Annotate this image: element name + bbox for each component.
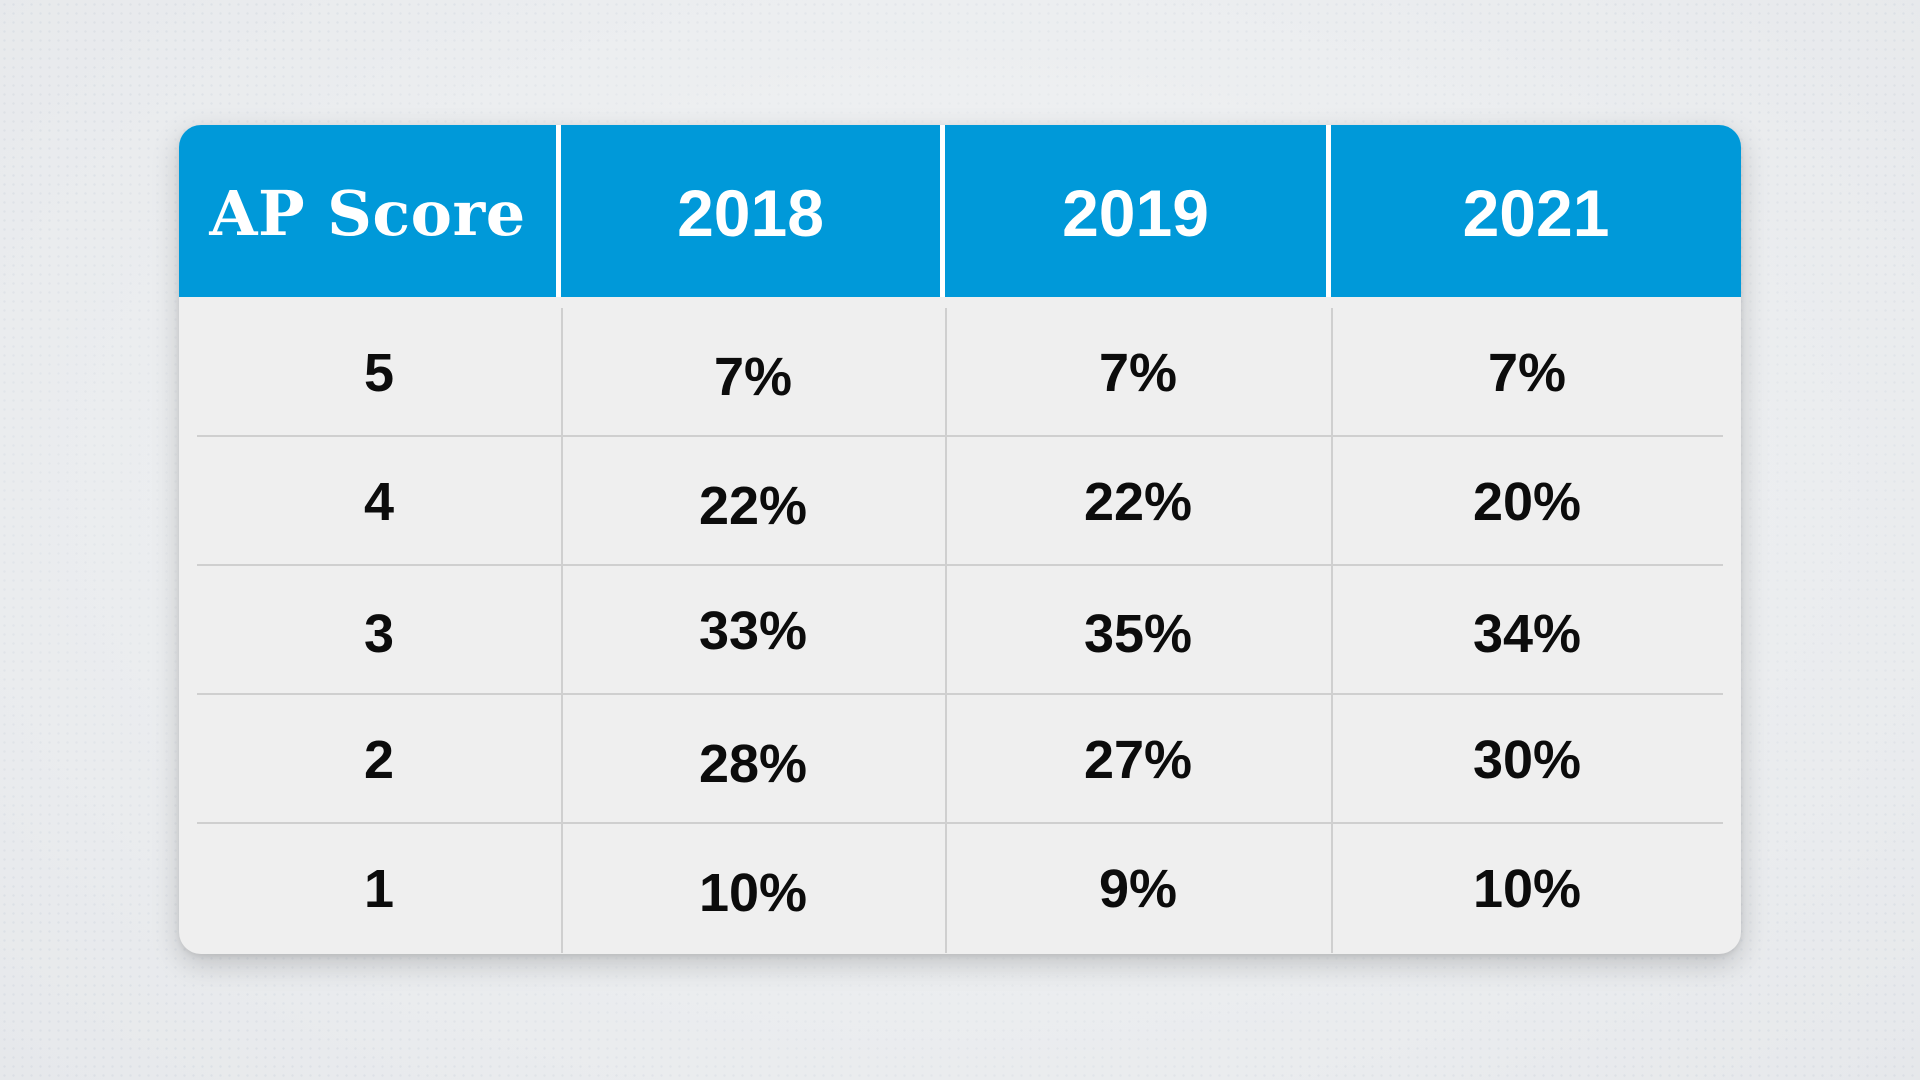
header-2021: 2021: [1331, 125, 1741, 297]
score-cell: 1: [363, 858, 395, 919]
table-row: 1 10% 9% 10%: [197, 824, 1723, 953]
value-cell: 28%: [561, 695, 945, 824]
header-label: AP Score: [209, 176, 526, 250]
table-row: 3 33% 35% 34%: [197, 566, 1723, 695]
table-body: 5 7% 7% 7% 4 22% 22% 20% 3 33% 35% 34% 2…: [197, 308, 1723, 953]
table-row: 4 22% 22% 20%: [197, 437, 1723, 566]
header-label: 2021: [1462, 176, 1610, 250]
score-cell: 3: [363, 603, 395, 664]
value-cell: 10%: [1331, 824, 1723, 953]
value-cell: 20%: [1331, 437, 1723, 566]
header-label: 2018: [677, 176, 824, 250]
score-cell: 2: [363, 729, 395, 790]
header-2019: 2019: [945, 125, 1331, 297]
value-cell: 7%: [1331, 308, 1723, 437]
value-cell: 33%: [561, 566, 945, 695]
table-header: AP Score 2018 2019 2021: [179, 125, 1741, 297]
value-cell: 27%: [945, 695, 1331, 824]
table-row: 2 28% 27% 30%: [197, 695, 1723, 824]
value-cell: 22%: [561, 437, 945, 566]
score-cell: 5: [363, 342, 395, 403]
value-cell: 35%: [945, 566, 1331, 695]
score-table: AP Score 2018 2019 2021 5 7% 7% 7% 4 22%…: [179, 125, 1741, 954]
value-cell: 10%: [561, 824, 945, 953]
value-cell: 9%: [945, 824, 1331, 953]
value-cell: 7%: [561, 308, 945, 437]
header-label: 2019: [1062, 176, 1209, 250]
header-2018: 2018: [561, 125, 945, 297]
table-row: 5 7% 7% 7%: [197, 308, 1723, 437]
value-cell: 22%: [945, 437, 1331, 566]
value-cell: 30%: [1331, 695, 1723, 824]
score-cell: 4: [363, 471, 395, 532]
header-ap-score: AP Score: [179, 125, 561, 297]
value-cell: 34%: [1331, 566, 1723, 695]
value-cell: 7%: [945, 308, 1331, 437]
